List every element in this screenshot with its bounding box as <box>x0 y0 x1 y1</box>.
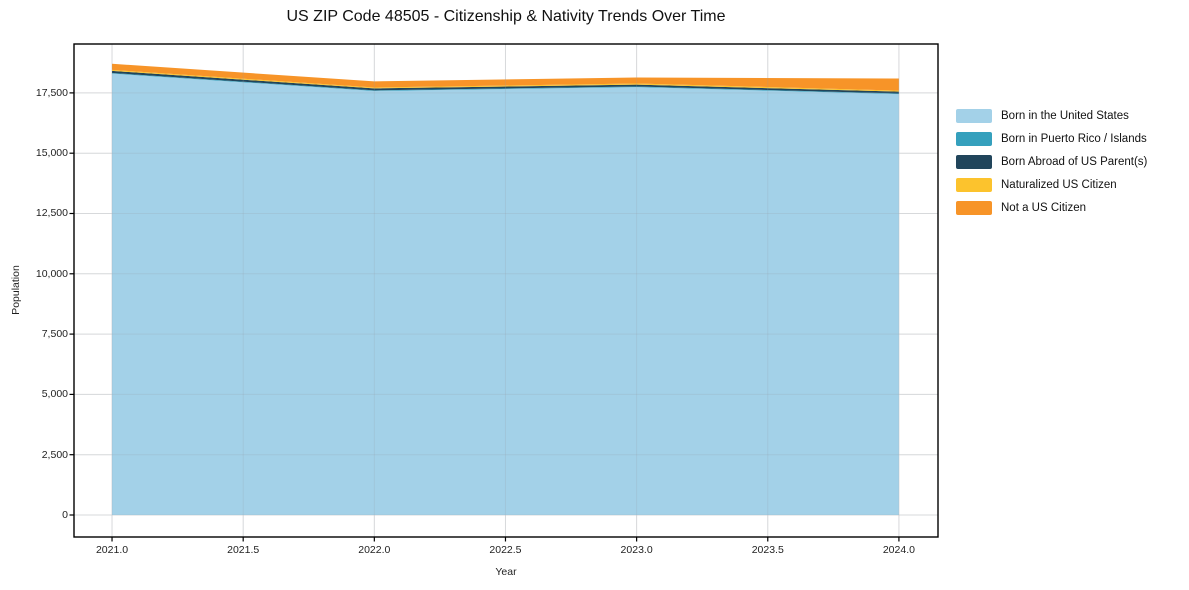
legend-swatch-icon <box>956 200 992 215</box>
area-born-abroad-of-us-parent-s <box>112 70 899 94</box>
legend: Born in the United States Born in Puerto … <box>956 104 1147 219</box>
y-tick-label: 12,500 <box>35 207 68 220</box>
area-naturalized-us-citizen <box>112 69 899 92</box>
legend-label: Born Abroad of US Parent(s) <box>1001 155 1148 168</box>
legend-item-not-a-us-citizen: Not a US Citizen <box>956 196 1147 219</box>
legend-item-born-in-puerto-rico-islands: Born in Puerto Rico / Islands <box>956 127 1147 150</box>
legend-item-born-abroad-of-us-parent-s: Born Abroad of US Parent(s) <box>956 150 1147 173</box>
x-tick-label: 2023.5 <box>751 544 784 556</box>
x-axis-label: Year <box>495 566 517 578</box>
legend-item-naturalized-us-citizen: Naturalized US Citizen <box>956 173 1147 196</box>
y-tick-label: 0 <box>62 509 68 521</box>
x-tick-label: 2021.5 <box>227 544 260 556</box>
y-tick-label: 7,500 <box>41 328 68 341</box>
legend-label: Not a US Citizen <box>1001 201 1087 214</box>
area-born-in-puerto-rico-islands <box>112 73 899 95</box>
x-tick-label: 2024.0 <box>882 544 915 556</box>
legend-swatch-icon <box>956 154 992 169</box>
legend-label: Born in Puerto Rico / Islands <box>1001 132 1147 145</box>
legend-item-born-in-the-united-states: Born in the United States <box>956 104 1147 127</box>
y-tick-label: 5,000 <box>41 388 68 401</box>
legend-swatch-icon <box>956 131 992 146</box>
legend-label: Born in the United States <box>1001 109 1129 122</box>
x-tick-label: 2022.5 <box>489 544 522 556</box>
area-born-in-the-united-states <box>112 73 899 515</box>
chart-title: US ZIP Code 48505 - Citizenship & Nativi… <box>286 8 726 25</box>
y-tick-label: 15,000 <box>35 147 68 160</box>
x-tick-label: 2022.0 <box>358 544 391 556</box>
x-tick-label: 2021.0 <box>95 544 129 556</box>
y-axis-label: Population <box>10 265 22 315</box>
y-tick-label: 10,000 <box>35 267 68 280</box>
legend-label: Naturalized US Citizen <box>1001 178 1117 191</box>
y-tick-label: 17,500 <box>35 86 68 99</box>
y-tick-label: 2,500 <box>41 448 68 461</box>
x-tick-label: 2023.0 <box>620 544 653 556</box>
legend-swatch-icon <box>956 177 992 192</box>
legend-swatch-icon <box>956 108 992 123</box>
area-not-a-us-citizen <box>112 63 899 91</box>
